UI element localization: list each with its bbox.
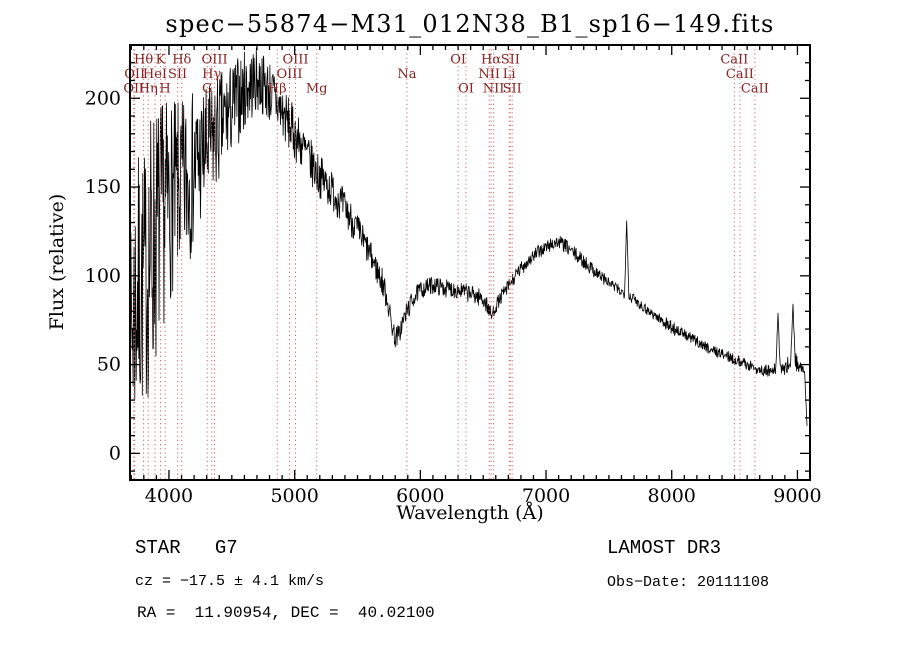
spectrum-trace (129, 48, 808, 460)
spectral-line-label: Li (503, 67, 516, 82)
spectral-line-label: CaII (726, 67, 754, 82)
spectral-line-label: Hη (139, 82, 158, 97)
y-axis-tick-label: 200 (85, 87, 121, 109)
spectral-line-label: OIII (282, 53, 308, 68)
y-axis-tick-label: 100 (85, 265, 121, 287)
spectral-line-label: Hα (481, 53, 501, 68)
spectral-line-label: G (202, 82, 212, 97)
plot-title: spec−55874−M31_012N38_B1_sp16−149.fits (165, 10, 775, 38)
spectral-line-label: SII (168, 67, 187, 82)
y-axis-tick-label: 150 (85, 176, 121, 198)
x-axis-tick-label: 9000 (773, 485, 821, 507)
ra-dec-label: RA = 11.90954, DEC = 40.02100 (137, 604, 435, 622)
spectral-line-label: SII (501, 53, 520, 68)
x-axis-title: Wavelength (Å) (396, 502, 544, 524)
spectral-line-label: NII (483, 82, 505, 97)
y-axis-tick-label: 0 (109, 442, 121, 464)
spectral-line-label: Hγ (202, 67, 221, 82)
y-axis-tick-label: 50 (97, 354, 121, 376)
obs-date-label: Obs−Date: 20111108 (607, 574, 770, 591)
spectral-line-label: HeI (143, 67, 167, 82)
spectral-line-label: Mg (306, 82, 328, 97)
spectral-line-label: SII (503, 82, 522, 97)
spectral-line-label: CaII (720, 53, 748, 68)
x-axis-tick-label: 8000 (648, 485, 696, 507)
radial-velocity-label: cz = −17.5 ± 4.1 km/s (135, 573, 325, 590)
spectral-line-label: OI (450, 53, 466, 68)
spectral-line-label: Hδ (172, 53, 191, 68)
spectral-line-label: H (159, 82, 170, 97)
x-axis-tick-label: 6000 (396, 485, 444, 507)
survey-release-label: LAMOST DR3 (607, 537, 722, 559)
spectral-line-label: NII (478, 67, 500, 82)
x-axis-tick-label: 5000 (270, 485, 318, 507)
spectral-line-label: CaII (741, 82, 769, 97)
spectral-line-label: OIII (276, 67, 302, 82)
spectral-line-label: OIII (202, 53, 228, 68)
spectral-line-label: Hθ (134, 53, 153, 68)
spectral-line-label: OI (458, 82, 474, 97)
x-axis-tick-label: 4000 (145, 485, 193, 507)
object-class-label: STAR G7 (135, 537, 238, 559)
spectral-line-label: Hβ (268, 82, 287, 97)
spectral-line-label: OII (123, 82, 144, 97)
spectral-line-label: K (156, 53, 166, 68)
x-axis-tick-label: 7000 (522, 485, 570, 507)
spectral-line-label: Na (397, 67, 416, 82)
